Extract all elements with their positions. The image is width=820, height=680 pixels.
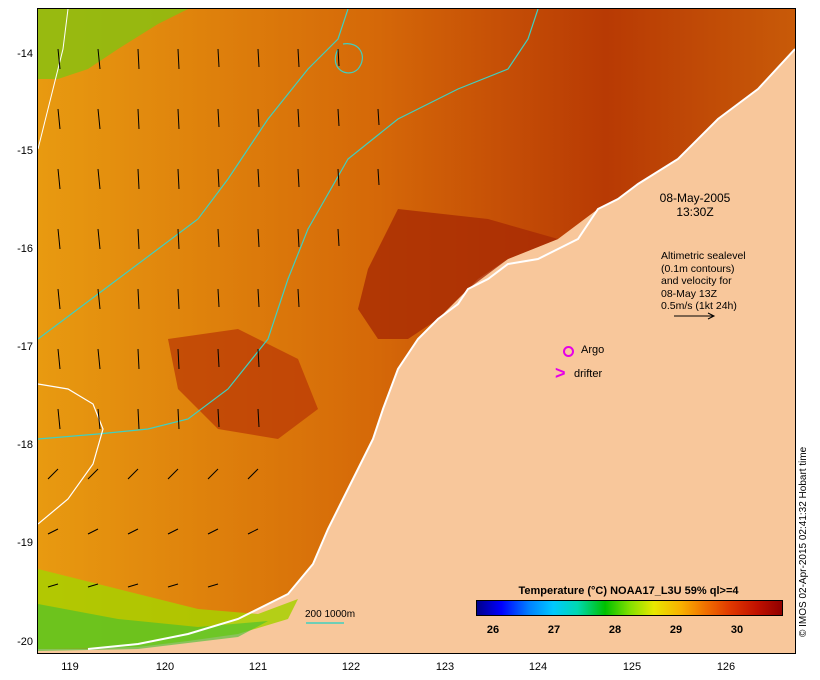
lon-tick: 126	[716, 661, 736, 673]
lat-tick: -19	[17, 537, 33, 549]
altimetry-note: Altimetric sealevel (0.1m contours) and …	[661, 250, 746, 313]
contour-nw	[38, 9, 69, 150]
argo-float-icon	[563, 346, 574, 357]
note-line: Altimetric sealevel	[661, 250, 746, 262]
lon-tick: 120	[155, 661, 175, 673]
colorbar-tick: 29	[669, 624, 683, 636]
lon-tick: 123	[435, 661, 455, 673]
lat-tick: -17	[17, 341, 33, 353]
contour-200m	[38, 9, 539, 440]
temperature-colorbar	[476, 600, 783, 616]
warm-core-patch	[358, 209, 558, 339]
contour-1000m	[38, 383, 104, 525]
lon-tick: 125	[622, 661, 642, 673]
lat-tick: -18	[17, 439, 33, 451]
lon-tick: 122	[341, 661, 361, 673]
note-line: and velocity for	[661, 275, 732, 287]
argo-label: Argo	[581, 344, 605, 356]
date-text: 08-May-2005	[659, 191, 731, 205]
lat-tick: -20	[17, 636, 33, 648]
credit-text: © IMOS 02-Apr-2015 02:41:32 Hobart time	[798, 446, 809, 637]
colorbar-title: Temperature (°C) NOAA17_L3U 59% ql>=4	[518, 585, 739, 597]
datetime-label: 08-May-2005 13:30Z	[640, 191, 750, 219]
note-line: 0.5m/s (1kt 24h)	[661, 300, 737, 312]
reference-vector-head	[707, 312, 716, 320]
colorbar-tick: 30	[730, 624, 744, 636]
warm-patch-south	[168, 329, 318, 439]
lat-tick: -15	[17, 145, 33, 157]
lat-tick: -16	[17, 243, 33, 255]
drifter-label: drifter	[574, 368, 603, 380]
note-line: 08-May 13Z	[661, 287, 718, 300]
lon-tick: 121	[248, 661, 268, 673]
time-text: 13:30Z	[676, 205, 714, 219]
coastline	[87, 48, 795, 650]
sst-map	[37, 8, 796, 654]
velocity-vectors	[47, 48, 380, 588]
lat-tick: -14	[17, 48, 33, 60]
cool-region-nw	[38, 9, 188, 79]
colorbar-tick: 28	[608, 624, 622, 636]
contour-loop	[334, 43, 363, 74]
depth-contour-legend: 200 1000m	[305, 609, 356, 620]
drifter-icon: >	[555, 363, 566, 383]
sst-map-canvas	[38, 9, 795, 653]
lon-tick: 119	[61, 661, 79, 673]
lon-tick: 124	[528, 661, 548, 673]
colorbar-tick: 27	[547, 624, 561, 636]
colorbar-tick: 26	[486, 624, 500, 636]
cool-edge-sw	[38, 604, 268, 651]
note-line: (0.1m contours)	[661, 262, 735, 275]
